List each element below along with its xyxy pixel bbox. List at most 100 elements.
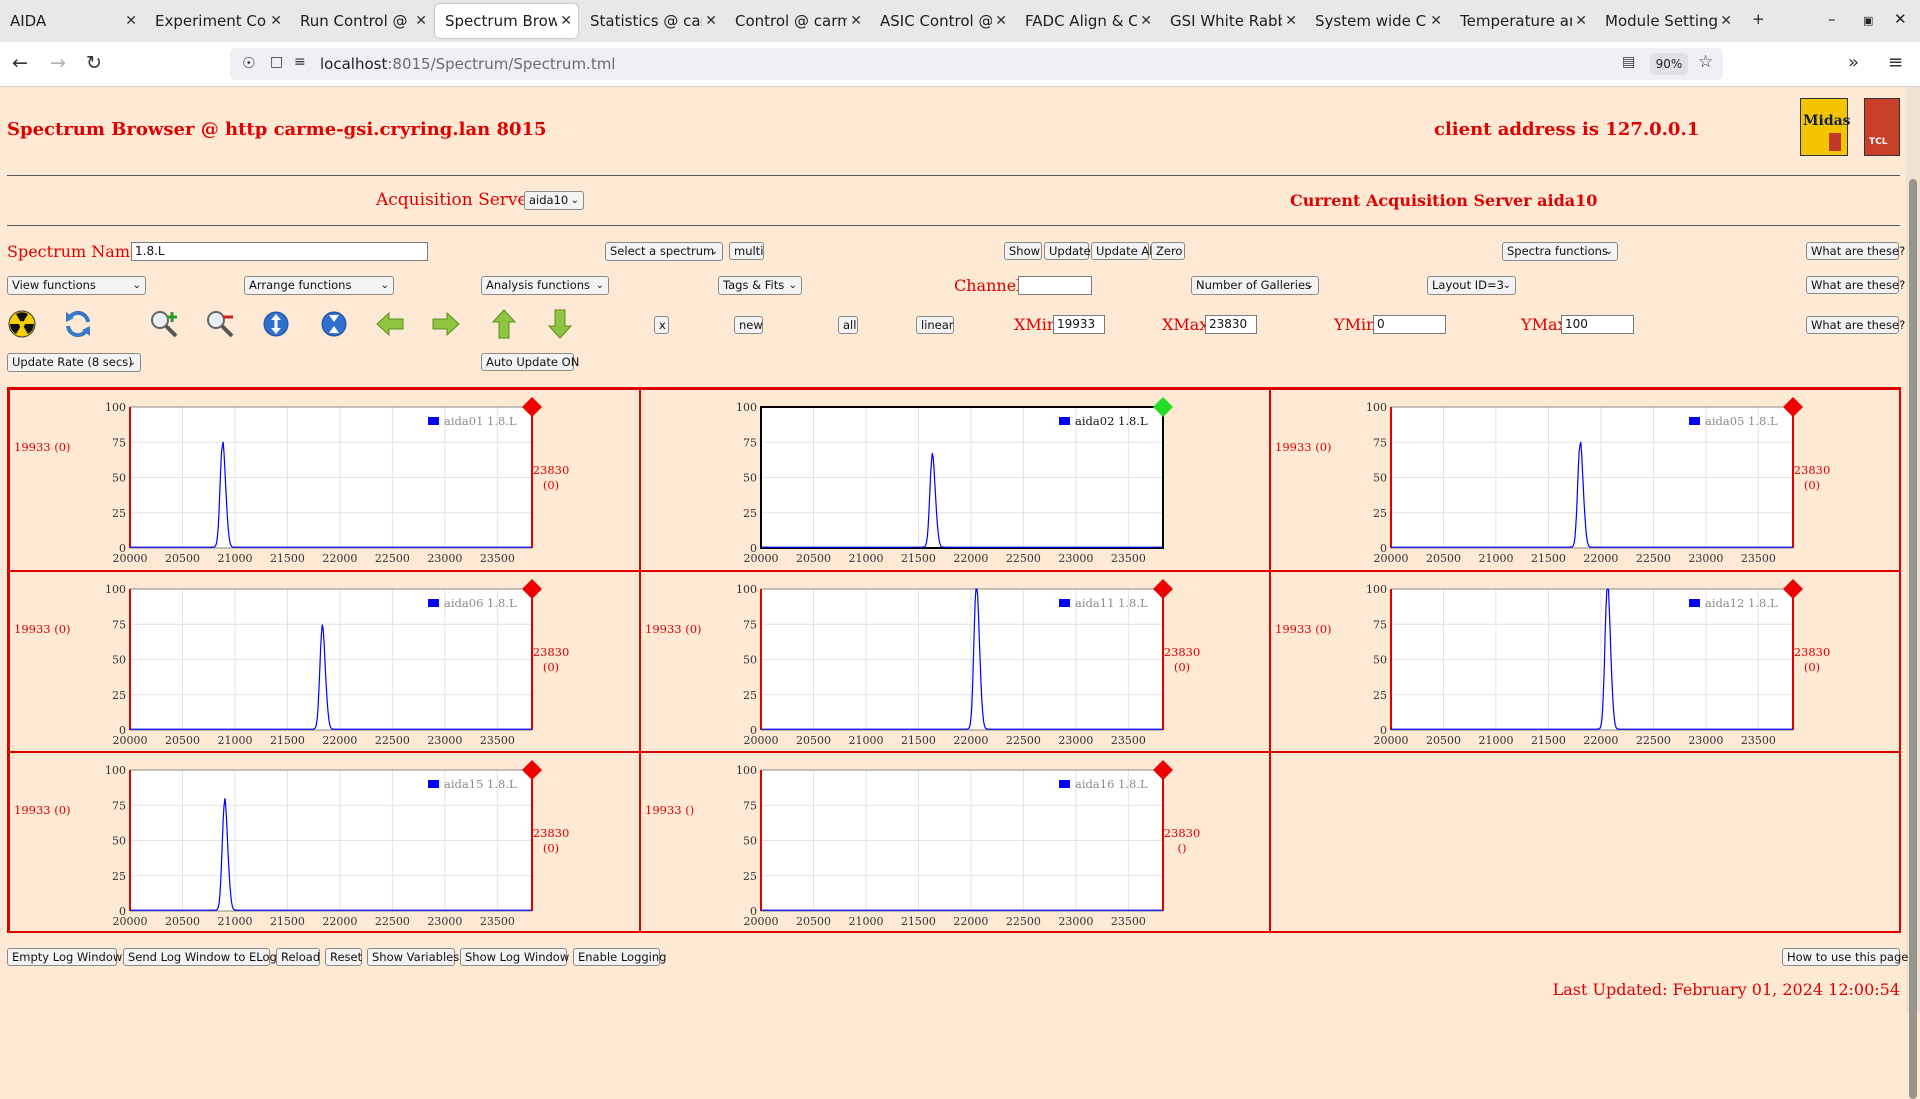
tab-close-icon[interactable]: ✕ xyxy=(270,13,282,29)
spectrum-chart[interactable]: 0 25 50 75 100 20000 20500 21000 21500 22000 22500… xyxy=(10,390,639,570)
spectrum-cell[interactable]: 0 25 50 75 100 20000 20500 21000 21500 22000 22500… xyxy=(9,752,640,933)
number-of-galleries-dropdown[interactable]: Number of Galleries ⌄ xyxy=(1191,276,1319,295)
tab-close-icon[interactable]: ✕ xyxy=(995,13,1007,29)
status-diamond[interactable] xyxy=(1153,579,1173,599)
back-icon[interactable]: ← xyxy=(12,52,28,74)
update-all-button[interactable]: Update All xyxy=(1091,242,1156,260)
scrollbar-thumb[interactable] xyxy=(1909,179,1917,1099)
browser-tab[interactable]: Temperature and✕ xyxy=(1450,4,1593,38)
reset-button[interactable]: Reset xyxy=(325,948,362,966)
browser-tab[interactable]: Experiment Cont✕ xyxy=(145,4,288,38)
arrow-down-icon[interactable] xyxy=(544,308,576,340)
status-diamond[interactable] xyxy=(522,397,542,417)
status-diamond[interactable] xyxy=(522,579,542,599)
status-diamond[interactable] xyxy=(1153,760,1173,780)
ymax-input[interactable]: 100 xyxy=(1561,315,1634,334)
y-compress-icon[interactable] xyxy=(318,308,350,340)
tab-close-icon[interactable]: ✕ xyxy=(560,13,572,29)
multi-button[interactable]: multi xyxy=(729,242,764,260)
tab-close-icon[interactable]: ✕ xyxy=(850,13,862,29)
spectrum-cell[interactable]: 0 25 50 75 100 20000 20500 21000 21500 22000 22500… xyxy=(9,571,640,752)
tab-close-icon[interactable]: ✕ xyxy=(705,13,717,29)
spectrum-chart[interactable]: 0 25 50 75 100 20000 20500 21000 21500 22000 22500… xyxy=(1271,572,1900,751)
x-button[interactable]: x xyxy=(654,316,669,334)
spectrum-name-input[interactable]: 1.8.L xyxy=(131,242,428,261)
show-variables-button[interactable]: Show Variables xyxy=(367,948,459,966)
permissions-icon[interactable]: ≡ xyxy=(294,54,306,70)
acquisition-server-select[interactable]: aida10 ⌄ xyxy=(524,191,584,210)
shield-icon[interactable]: ☉ xyxy=(242,54,256,72)
empty-log-window-button[interactable]: Empty Log Window xyxy=(7,948,122,966)
menu-icon[interactable]: ≡ xyxy=(1888,52,1904,73)
spectrum-chart[interactable]: 0 25 50 75 100 20000 20500 21000 21500 22000 22500… xyxy=(641,390,1269,570)
spectrum-chart[interactable]: 0 25 50 75 100 20000 20500 21000 21500 22000 22500… xyxy=(10,572,639,751)
spectrum-cell[interactable]: 0 25 50 75 100 20000 20500 21000 21500 22000 22500… xyxy=(640,752,1270,933)
tab-close-icon[interactable]: ✕ xyxy=(415,13,427,29)
view-functions-dropdown[interactable]: View functions ⌄ xyxy=(7,276,146,295)
arrow-up-icon[interactable] xyxy=(488,308,520,340)
browser-tab[interactable]: ASIC Control @ c✕ xyxy=(870,4,1013,38)
show-log-window-button[interactable]: Show Log Window xyxy=(460,948,569,966)
spectrum-chart[interactable]: 0 25 50 75 100 20000 20500 21000 21500 22000 22500… xyxy=(10,753,639,932)
xmin-input[interactable]: 19933 xyxy=(1053,315,1105,334)
browser-tab[interactable]: System wide Che✕ xyxy=(1305,4,1448,38)
auto-update-button[interactable]: Auto Update ON xyxy=(481,353,579,371)
vertical-scrollbar[interactable] xyxy=(1906,87,1920,1099)
update-button[interactable]: Update xyxy=(1044,242,1091,260)
linear-button[interactable]: linear xyxy=(916,316,954,334)
xmax-input[interactable]: 23830 xyxy=(1205,315,1257,334)
arrange-functions-dropdown[interactable]: Arrange functions ⌄ xyxy=(244,276,394,295)
layout-dropdown[interactable]: Layout ID=3 ⌄ xyxy=(1427,276,1516,295)
ymin-input[interactable]: 0 xyxy=(1373,315,1446,334)
tab-close-icon[interactable]: ✕ xyxy=(1285,13,1297,29)
tab-close-icon[interactable]: ✕ xyxy=(1575,13,1587,29)
spectra-functions-dropdown[interactable]: Spectra functions ⌄ xyxy=(1502,242,1618,261)
spectrum-cell[interactable]: 0 25 50 75 100 20000 20500 21000 21500 22000 22500… xyxy=(640,389,1270,571)
zoom-out-icon[interactable] xyxy=(204,308,236,340)
close-window-icon[interactable]: ✕ xyxy=(1894,10,1907,28)
status-diamond[interactable] xyxy=(522,760,542,780)
browser-tab[interactable]: Module Settings ✕ xyxy=(1595,4,1738,38)
browser-tab[interactable]: FADC Align & Co ✕ xyxy=(1015,4,1158,38)
overflow-chevron-icon[interactable]: » xyxy=(1848,52,1860,73)
channel-input[interactable] xyxy=(1018,276,1092,295)
zero-button[interactable]: Zero xyxy=(1151,242,1185,260)
y-expand-icon[interactable] xyxy=(260,308,292,340)
spectrum-cell[interactable]: 0 25 50 75 100 20000 20500 21000 21500 22000 22500… xyxy=(1270,571,1901,752)
how-to-use-button[interactable]: How to use this page xyxy=(1782,948,1908,966)
send-log-to-elog-button[interactable]: Send Log Window to ELog xyxy=(123,948,277,966)
arrow-left-icon[interactable] xyxy=(374,308,406,340)
all-button[interactable]: all xyxy=(838,316,858,334)
zoom-in-icon[interactable] xyxy=(148,308,180,340)
browser-tab[interactable]: Control @ carme✕ xyxy=(725,4,868,38)
tab-close-icon[interactable]: ✕ xyxy=(1140,13,1152,29)
show-button[interactable]: Show xyxy=(1004,242,1042,260)
what-are-these-button-1[interactable]: What are these? xyxy=(1806,242,1905,260)
enable-logging-button[interactable]: Enable Logging xyxy=(573,948,666,966)
status-diamond[interactable] xyxy=(1153,397,1173,417)
minimize-icon[interactable]: – xyxy=(1828,10,1836,28)
browser-tab[interactable]: AIDA ✕ xyxy=(0,4,143,38)
refresh-icon[interactable] xyxy=(62,308,94,340)
select-spectrum-dropdown[interactable]: Select a spectrum ⌄ xyxy=(605,242,723,261)
status-diamond[interactable] xyxy=(1783,579,1803,599)
what-are-these-button-2[interactable]: What are these? xyxy=(1806,276,1905,294)
arrow-right-icon[interactable] xyxy=(430,308,462,340)
new-tab-button[interactable]: + xyxy=(1752,10,1765,28)
browser-tab[interactable]: GSI White Rabbit✕ xyxy=(1160,4,1303,38)
analysis-functions-dropdown[interactable]: Analysis functions ⌄ xyxy=(481,276,609,295)
bookmark-star-icon[interactable]: ☆ xyxy=(1698,52,1714,72)
spectrum-cell[interactable]: 0 25 50 75 100 20000 20500 21000 21500 22000 22500… xyxy=(1270,389,1901,571)
spectrum-cell[interactable]: 0 25 50 75 100 20000 20500 21000 21500 22000 22500… xyxy=(640,571,1270,752)
new-button[interactable]: new xyxy=(734,316,763,334)
update-rate-dropdown[interactable]: Update Rate (8 secs) ⌄ xyxy=(7,353,141,372)
url-bar[interactable]: ☉ □ ≡ localhost:8015/Spectrum/Spectrum.t… xyxy=(230,48,1723,80)
url-text[interactable]: localhost:8015/Spectrum/Spectrum.tml xyxy=(320,55,616,73)
reload-button[interactable]: Reload xyxy=(276,948,320,966)
spectrum-chart[interactable]: 0 25 50 75 100 20000 20500 21000 21500 22000 22500… xyxy=(641,572,1269,751)
status-diamond[interactable] xyxy=(1783,397,1803,417)
spectrum-chart[interactable]: 0 25 50 75 100 20000 20500 21000 21500 22000 22500… xyxy=(641,753,1269,932)
maximize-icon[interactable]: ▣ xyxy=(1863,14,1874,27)
spectrum-cell[interactable]: 0 25 50 75 100 20000 20500 21000 21500 22000 22500… xyxy=(9,389,640,571)
reader-view-icon[interactable]: ▤ xyxy=(1622,54,1636,70)
